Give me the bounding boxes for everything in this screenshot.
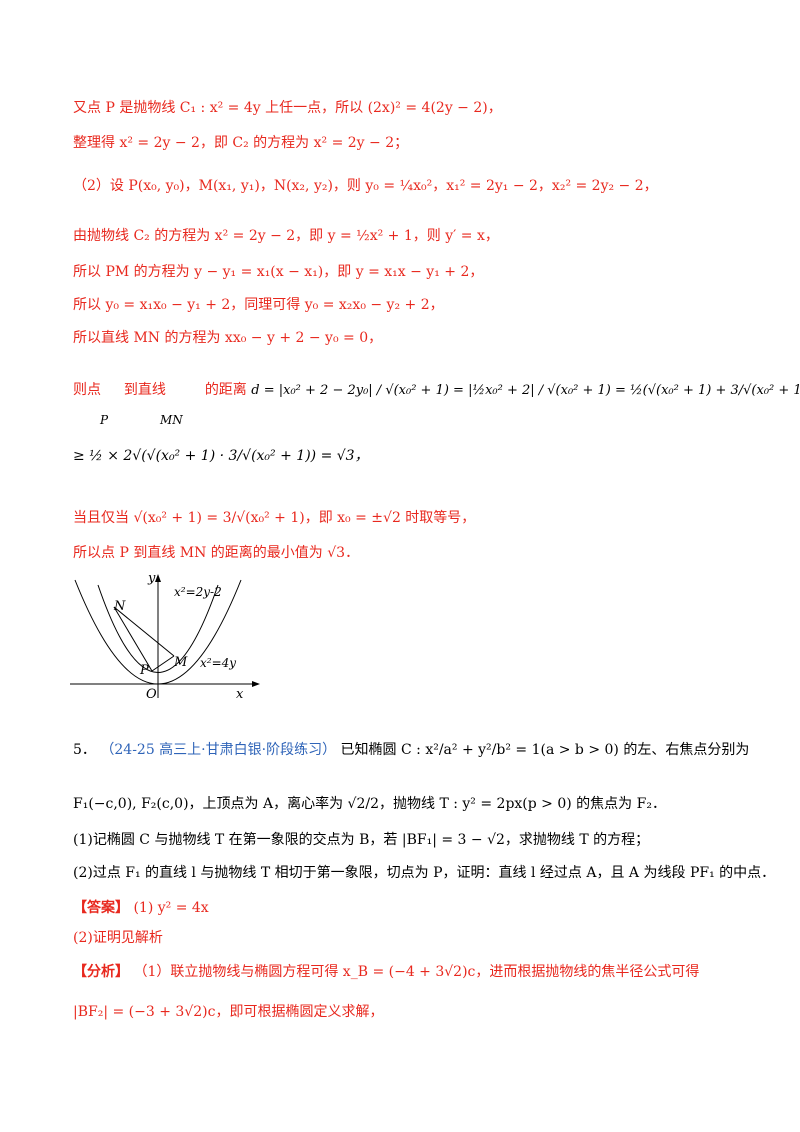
solution-text: 又点 P 是抛物线 C₁ : x² = 4y 上任一点，所以 (2x)² = 4… <box>73 100 502 116</box>
problem-source: （24-25 高三上·甘肃白银·阶段练习） <box>100 742 337 758</box>
text-to-line: 到直线 <box>123 382 166 398</box>
solution-line-8: 则点 到直线 的距离 d = |x₀² + 2 − 2y₀| / √(x₀² +… <box>73 380 800 401</box>
segment-pm <box>151 655 175 672</box>
text-then-point: 则点 <box>73 382 101 398</box>
label-p: P <box>139 663 149 678</box>
analysis-line-1: 【分析】 （1）联立抛物线与椭圆方程可得 x_B = (−4 + 3√2)c，进… <box>73 962 699 982</box>
answer-label: 【答案】 <box>73 900 129 916</box>
solution-text: 所以点 P 到直线 MN 的距离的最小值为 √3． <box>73 545 360 561</box>
solution-line-11: 所以点 P 到直线 MN 的距离的最小值为 √3． <box>73 543 359 563</box>
solution-text: 当且仅当 √(x₀² + 1) = 3/√(x₀² + 1)，即 x₀ = ±√… <box>73 510 476 526</box>
parabola-x2-2y-2 <box>97 584 219 673</box>
problem-5-line-2: F₁(−c,0), F₂(c,0)，上顶点为 A，离心率为 √2/2，抛物线 T… <box>73 794 666 814</box>
label-n: N <box>113 599 126 614</box>
label-y: y <box>147 571 156 586</box>
problem-5-part-1: (1)记椭圆 C 与抛物线 T 在第一象限的交点为 B，若 |BF₁| = 3 … <box>73 830 649 850</box>
label-line-mn: MN <box>160 413 183 427</box>
analysis-label: 【分析】 <box>73 964 129 980</box>
solution-line-3: （2）设 P(x₀, y₀)，M(x₁, y₁)，N(x₂, y₂)，则 y₀ … <box>73 176 658 196</box>
distance-formula: d = |x₀² + 2 − 2y₀| / √(x₀² + 1) = |½x₀²… <box>251 383 800 398</box>
label-curve-2: x²=4y <box>200 656 236 670</box>
solution-line-1: 又点 P 是抛物线 C₁ : x² = 4y 上任一点，所以 (2x)² = 4… <box>73 98 502 118</box>
solution-text: 所以直线 MN 的方程为 xx₀ − y + 2 − y₀ = 0， <box>73 330 383 346</box>
solution-text: 所以 y₀ = x₁x₀ − y₁ + 2，同理可得 y₀ = x₂x₀ − y… <box>73 297 444 313</box>
problem-5-part-2: (2)过点 F₁ 的直线 l 与抛物线 T 相切于第一象限，切点为 P，证明：直… <box>73 863 775 883</box>
solution-text: 所以 PM 的方程为 y − y₁ = x₁(x − x₁)，即 y = x₁x… <box>73 264 484 280</box>
inequality-formula: ≥ ½ × 2√(√(x₀² + 1) · 3/√(x₀² + 1)) = √3… <box>73 448 369 464</box>
answer-line-1: 【答案】 (1) y² = 4x <box>73 898 209 918</box>
problem-5-line-1: 5． （24-25 高三上·甘肃白银·阶段练习） 已知椭圆 C : x²/a² … <box>73 740 749 760</box>
label-curve-1: x²=2y-2 <box>174 585 222 599</box>
answer-text: (2)证明见解析 <box>73 930 163 946</box>
problem-text: (1)记椭圆 C 与抛物线 T 在第一象限的交点为 B，若 |BF₁| = 3 … <box>73 832 650 848</box>
segment-np <box>113 606 153 672</box>
problem-text: F₁(−c,0), F₂(c,0)，上顶点为 A，离心率为 √2/2，抛物线 T… <box>73 796 666 812</box>
problem-text: (2)过点 F₁ 的直线 l 与抛物线 T 相切于第一象限，切点为 P，证明：直… <box>73 865 776 881</box>
answer-text: (1) y² = 4x <box>133 900 209 916</box>
text-distance: 的距离 <box>204 382 247 398</box>
analysis-line-2: |BF₂| = (−3 + 3√2)c，即可根据椭圆定义求解， <box>73 1002 383 1022</box>
solution-text: （2）设 P(x₀, y₀)，M(x₁, y₁)，N(x₂, y₂)，则 y₀ … <box>73 178 658 194</box>
solution-text: 由抛物线 C₂ 的方程为 x² = 2y − 2，即 y = ½x² + 1，则… <box>73 228 499 244</box>
label-origin: O <box>146 687 157 700</box>
label-m: M <box>173 655 188 670</box>
solution-line-9: ≥ ½ × 2√(√(x₀² + 1) · 3/√(x₀² + 1)) = √3… <box>73 446 369 466</box>
x-axis-arrow <box>252 681 260 687</box>
solution-line-5: 所以 PM 的方程为 y − y₁ = x₁(x − x₁)，即 y = x₁x… <box>73 262 483 282</box>
analysis-text: （1）联立抛物线与椭圆方程可得 x_B = (−4 + 3√2)c，进而根据抛物… <box>133 964 700 980</box>
analysis-text: |BF₂| = (−3 + 3√2)c，即可根据椭圆定义求解， <box>73 1004 384 1020</box>
solution-line-10: 当且仅当 √(x₀² + 1) = 3/√(x₀² + 1)，即 x₀ = ±√… <box>73 508 475 528</box>
solution-line-4: 由抛物线 C₂ 的方程为 x² = 2y − 2，即 y = ½x² + 1，则… <box>73 226 499 246</box>
y-axis-arrow <box>155 574 161 582</box>
label-point-p: P <box>100 413 109 427</box>
segment-nm <box>113 606 175 657</box>
solution-line-6: 所以 y₀ = x₁x₀ − y₁ + 2，同理可得 y₀ = x₂x₀ − y… <box>73 295 444 315</box>
problem-number: 5． <box>73 742 96 758</box>
solution-line-2: 整理得 x² = 2y − 2，即 C₂ 的方程为 x² = 2y − 2； <box>73 133 408 153</box>
label-x: x <box>236 687 244 700</box>
problem-text: 已知椭圆 C : x²/a² + y²/b² = 1(a > b > 0) 的左… <box>340 742 750 758</box>
solution-text: 整理得 x² = 2y − 2，即 C₂ 的方程为 x² = 2y − 2； <box>73 135 409 151</box>
parabola-x2-4y <box>74 579 242 685</box>
parabola-diagram: y x O N M P x²=2y-2 x²=4y <box>70 571 260 700</box>
solution-line-7: 所以直线 MN 的方程为 xx₀ − y + 2 − y₀ = 0， <box>73 328 382 348</box>
answer-line-2: (2)证明见解析 <box>73 928 163 948</box>
